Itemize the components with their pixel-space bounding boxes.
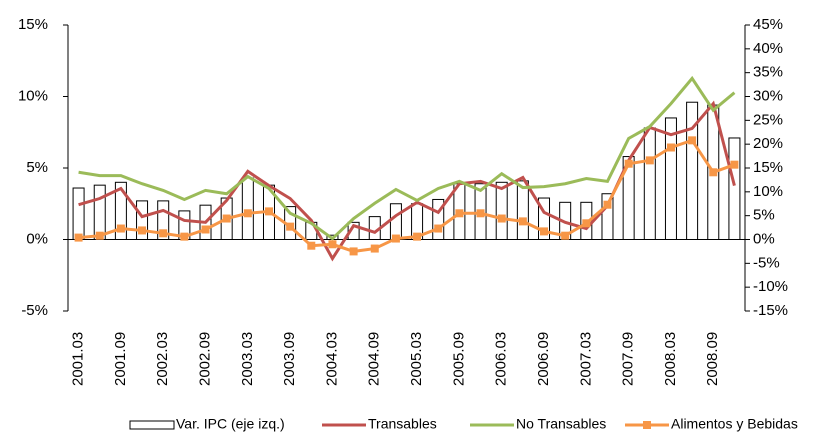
bar <box>136 200 149 240</box>
marker <box>688 136 697 145</box>
bar <box>432 198 445 241</box>
y2-tick-label: -10% <box>753 278 788 295</box>
bar <box>114 181 127 241</box>
marker <box>222 214 231 223</box>
marker <box>666 143 675 152</box>
marker <box>434 224 443 233</box>
x-tick-label: 2007.03 <box>577 332 594 386</box>
x-tick-label: 2001.09 <box>112 332 129 386</box>
bar <box>601 193 614 241</box>
bar <box>622 156 635 240</box>
marker <box>159 229 168 238</box>
x-tick-label: 2007.09 <box>620 332 637 386</box>
x-tick-label: 2002.03 <box>154 332 171 386</box>
x-tick-label: 2005.03 <box>408 332 425 386</box>
marker <box>561 231 570 240</box>
y-tick-label: 15% <box>18 16 48 33</box>
x-tick-label: 2003.03 <box>239 332 256 386</box>
y2-tick-label: 40% <box>753 40 783 57</box>
marker <box>95 231 104 240</box>
legend-label: Transables <box>368 416 437 432</box>
marker <box>74 233 83 242</box>
y2-tick-label: 25% <box>753 111 783 128</box>
marker <box>497 214 506 223</box>
y-tick-label: 10% <box>18 87 48 104</box>
bar <box>664 117 677 240</box>
x-tick-label: 2008.03 <box>662 332 679 386</box>
bar <box>538 197 551 240</box>
y2-tick-label: 0% <box>753 230 775 247</box>
legend-label: Alimentos y Bebidas <box>671 416 798 432</box>
bar <box>241 177 254 240</box>
x-tick-label: 2003.09 <box>281 332 298 386</box>
x-tick-label: 2006.09 <box>535 332 552 386</box>
y-tick-label: 5% <box>26 159 48 176</box>
bar <box>157 200 170 240</box>
marker <box>624 159 633 168</box>
x-tick-label: 2005.09 <box>450 332 467 386</box>
legend-label: No Transables <box>516 416 606 432</box>
marker <box>201 225 210 234</box>
marker <box>349 247 358 256</box>
marker <box>603 200 612 209</box>
y2-tick-label: 10% <box>753 183 783 200</box>
x-tick-label: 2002.09 <box>196 332 213 386</box>
bar <box>347 221 360 240</box>
y2-tick-label: 35% <box>753 64 783 81</box>
legend-label: Var. IPC (eje izq.) <box>176 416 285 432</box>
marker <box>730 160 739 169</box>
y2-tick-label: 45% <box>753 16 783 33</box>
bar <box>686 101 699 240</box>
bar <box>93 184 106 241</box>
line <box>78 75 736 241</box>
marker <box>370 244 379 253</box>
bar <box>389 203 402 240</box>
marker <box>116 224 125 233</box>
x-tick-label: 2004.03 <box>323 332 340 386</box>
marker <box>138 226 147 235</box>
y2-tick-label: -5% <box>753 254 780 271</box>
marker <box>264 207 273 216</box>
legend-marker <box>643 421 651 429</box>
marker <box>391 234 400 243</box>
marker <box>455 209 464 218</box>
y-tick-label: -5% <box>21 302 48 319</box>
legend-swatch <box>129 420 175 430</box>
marker <box>709 168 718 177</box>
marker <box>243 209 252 218</box>
y2-tick-label: 30% <box>753 87 783 104</box>
marker <box>582 219 591 228</box>
marker <box>476 209 485 218</box>
y-tick-label: 0% <box>26 230 48 247</box>
marker <box>413 232 422 241</box>
marker <box>645 156 654 165</box>
bar <box>643 127 656 240</box>
marker <box>180 232 189 241</box>
x-tick-label: 2001.03 <box>70 332 87 386</box>
marker <box>286 222 295 231</box>
marker <box>307 241 316 250</box>
y2-tick-label: 20% <box>753 135 783 152</box>
y2-tick-label: 15% <box>753 159 783 176</box>
marker <box>518 217 527 226</box>
marker <box>328 240 337 249</box>
y2-tick-label: -15% <box>753 302 788 319</box>
y2-tick-label: 5% <box>753 207 775 224</box>
bar <box>72 187 85 241</box>
x-tick-label: 2006.03 <box>493 332 510 386</box>
bar <box>495 181 508 241</box>
x-tick-label: 2008.09 <box>704 332 721 386</box>
marker <box>540 227 549 236</box>
bar <box>516 180 529 240</box>
bar <box>728 137 741 240</box>
x-tick-label: 2004.09 <box>366 332 383 386</box>
